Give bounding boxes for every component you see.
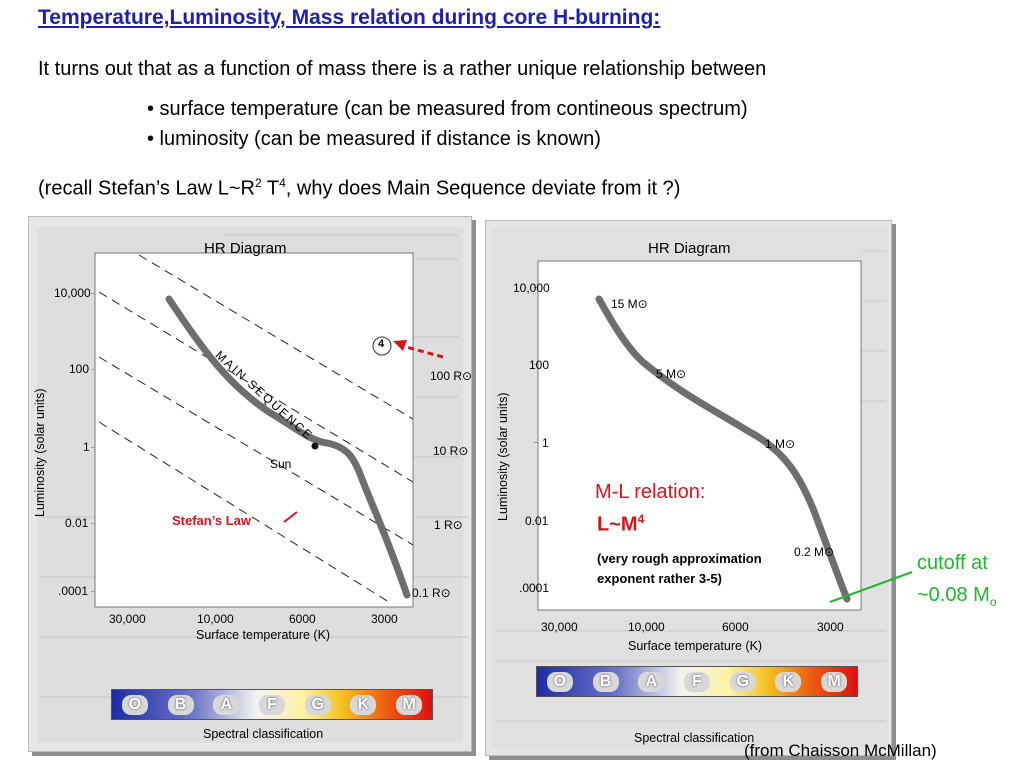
left-class-f: F (249, 690, 295, 719)
red-arrow-head (393, 340, 407, 351)
right-diagram-title: HR Diagram (648, 240, 731, 257)
left-plot-area (94, 252, 414, 608)
left-x-tick-6000: 6000 (289, 612, 316, 626)
radius-label-0-1: 0.1 R⊙ (412, 586, 451, 600)
right-class-m: M (811, 667, 857, 696)
radius-label-10: 10 R⊙ (433, 444, 469, 458)
approx-note-line2: exponent rather 3-5) (597, 571, 722, 586)
right-main-sequence-band (595, 295, 851, 603)
recall-pre: (recall Stefan’s Law L~R (38, 177, 255, 200)
slide-title: Temperature,Luminosity, Mass relation du… (38, 6, 661, 29)
right-y-tick-10000: 10,000 (513, 281, 550, 295)
left-y-tick-1: 1 (83, 440, 90, 454)
left-y-tick-10000: 10,000 (54, 286, 91, 300)
red-arrow-line (398, 343, 444, 359)
bullet-luminosity: • luminosity (can be measured if distanc… (147, 128, 601, 150)
mass-label-0-2: 0.2 M⊙ (794, 545, 835, 559)
right-y-tick-0-0001: .0001 (519, 581, 550, 595)
right-x-tick-10000: 10,000 (628, 620, 665, 634)
left-class-m: M (386, 690, 432, 719)
right-plot-graphics (492, 227, 888, 749)
right-x-axis-label: Surface temperature (K) (628, 639, 763, 653)
ml-formula-exponent: 4 (637, 512, 645, 526)
recall-post: , why does Main Sequence deviate from it… (285, 177, 681, 200)
marker-4-circle (372, 336, 392, 356)
left-class-k: K (341, 690, 387, 719)
left-class-g: G (295, 690, 341, 719)
marker-4-label: 4 (378, 338, 385, 350)
right-class-f: F (674, 667, 720, 696)
recall-mid: T (261, 177, 280, 200)
cutoff-label-line1: cutoff at (917, 552, 988, 574)
right-plot-area (537, 260, 862, 611)
stefan-pointer (283, 511, 298, 523)
left-class-b: B (158, 690, 204, 719)
left-y-axis-label: Luminosity (solar units) (33, 388, 47, 517)
right-class-a: A (628, 667, 674, 696)
right-class-b: B (583, 667, 629, 696)
intro-text: It turns out that as a function of mass … (38, 58, 767, 80)
cutoff-pointer (829, 571, 913, 603)
left-spectral-bar: O B A F G K M (111, 689, 433, 720)
mass-label-5: 5 M⊙ (656, 367, 687, 381)
mass-label-1: 1 M⊙ (765, 437, 796, 451)
right-x-tick-6000: 6000 (722, 620, 749, 634)
left-x-tick-10000: 10,000 (197, 612, 234, 626)
right-x-tick-3000: 3000 (817, 620, 844, 634)
right-y-tick-100: 100 (529, 358, 550, 372)
approx-note-line1: (very rough approximation (597, 551, 762, 566)
left-y-tick-100: 100 (69, 362, 90, 376)
right-class-o: O (537, 667, 583, 696)
recall-sup-2: 2 (254, 176, 262, 190)
left-plot-graphics (37, 227, 469, 743)
cutoff-subscript: o (989, 595, 997, 609)
recall-sup-4: 4 (279, 176, 286, 190)
source-citation: (from Chaisson McMillan) (744, 741, 937, 760)
sun-dot (311, 442, 319, 450)
right-tick-marks (534, 287, 538, 588)
right-y-tick-1: 1 (542, 436, 549, 450)
sun-label: Sun (270, 457, 292, 471)
ml-relation-formula: L~M4 (597, 512, 644, 537)
right-spectral-bar: O B A F G K M (536, 666, 858, 697)
left-radius-lines (98, 254, 414, 603)
left-main-sequence-band (165, 295, 411, 599)
right-y-tick-0-01: 0.01 (525, 514, 549, 528)
cutoff-value: ~0.08 M (917, 584, 990, 606)
right-hr-diagram-panel: HR Diagram Luminosity (solar units) 10,0… (485, 220, 892, 756)
left-class-o: O (112, 690, 158, 719)
cutoff-label-line2: ~0.08 Mo (917, 584, 997, 609)
left-x-axis-label: Surface temperature (K) (196, 628, 331, 642)
left-class-a: A (203, 690, 249, 719)
radius-label-1: 1 R⊙ (434, 518, 463, 532)
left-x-tick-3000: 3000 (371, 612, 398, 626)
stefan-law-label: Stefan’s Law (172, 513, 251, 528)
radius-label-100: 100 R⊙ (430, 369, 472, 383)
right-spectral-label: Spectral classification (634, 731, 755, 745)
left-x-tick-30000: 30,000 (109, 612, 146, 626)
right-x-tick-30000: 30,000 (541, 620, 578, 634)
left-y-tick-0-0001: .0001 (58, 584, 89, 598)
right-class-g: G (720, 667, 766, 696)
left-hr-diagram-panel: HR Diagram Luminosity (solar units) 10,0… (28, 216, 472, 752)
recall-stefan-text: (recall Stefan’s Law L~R2 T4, why does M… (38, 176, 680, 201)
left-tick-marks (91, 293, 95, 592)
bullet-surface-temperature: • surface temperature (can be measured f… (147, 98, 748, 120)
right-class-k: K (766, 667, 812, 696)
left-diagram-title: HR Diagram (204, 240, 287, 257)
left-spectral-label: Spectral classification (203, 727, 324, 741)
ml-formula-base: L~M (597, 513, 638, 536)
ml-relation-title: M-L relation: (595, 481, 706, 503)
right-y-axis-label: Luminosity (solar units) (496, 392, 510, 521)
mass-label-15: 15 M⊙ (611, 297, 648, 311)
left-y-tick-0-01: 0.01 (65, 516, 89, 530)
